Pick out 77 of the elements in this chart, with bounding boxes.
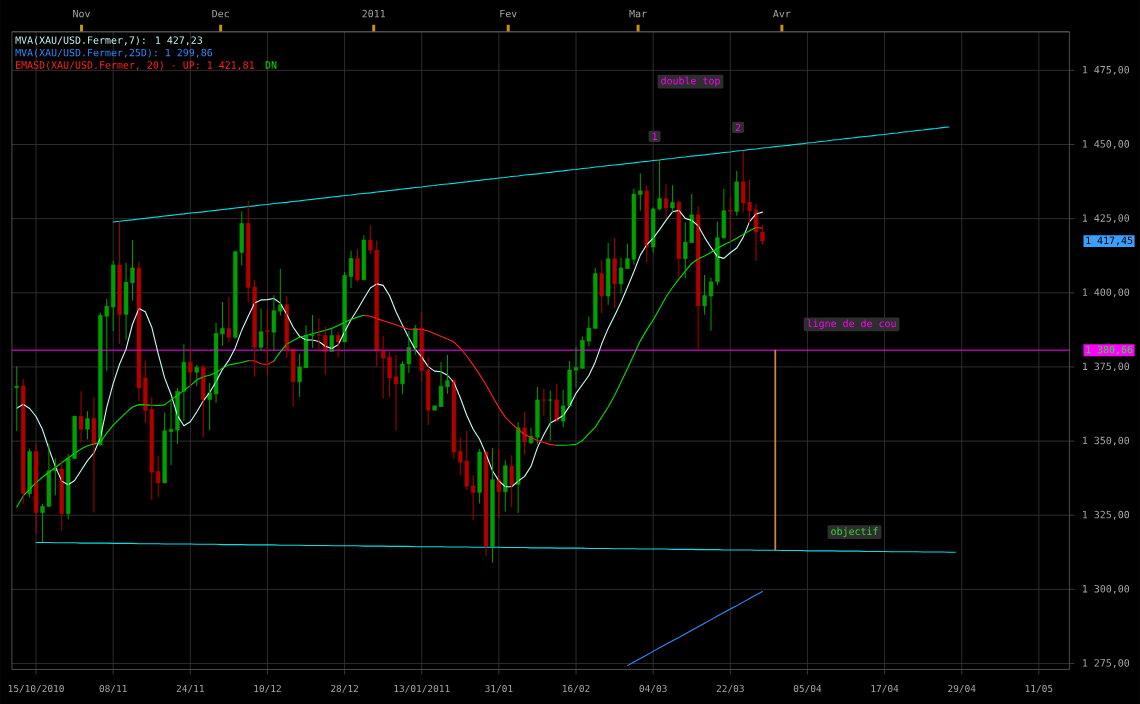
x-tick-label: 05/04 [793,684,822,693]
candlestick [670,184,675,213]
annotation: objectif [831,527,878,537]
x-tick-label: 04/03 [639,684,667,693]
candlestick [117,220,122,345]
candlestick [111,260,116,332]
candlestick [21,378,26,505]
candlestick [477,448,482,504]
y-tick-label: 1 400,00 [1083,288,1130,298]
candlestick [265,307,270,376]
candlestick [258,307,264,352]
x-tick-label: 16/02 [562,684,590,693]
x-tick-label: 28/12 [331,684,359,693]
y-tick-label: 1 325,00 [1083,510,1130,520]
y-tick-label: 1 350,00 [1083,436,1130,446]
candlestick [470,474,476,521]
candlestick [291,347,296,408]
candlestick [548,390,553,441]
x-tick-label: 08/11 [99,684,127,693]
candlestick [644,185,649,263]
x-tick-label: 13/01/2011 [394,684,450,693]
candlestick [663,183,669,220]
candlestick [599,259,604,314]
candlestick [156,454,161,498]
candlestick [188,347,193,389]
candlestick [85,410,90,440]
x-tick-label: 10/12 [254,684,281,693]
candlestick [509,454,514,508]
y-tick-label: 1 300,00 [1083,584,1130,594]
x-tick-label: 24/11 [176,684,204,693]
candlestick [728,196,733,243]
candlestick [541,387,547,416]
candlestick [554,382,559,422]
y-tick-label: 1 425,00 [1083,214,1130,223]
y-tick-label: 1 375,00 [1083,362,1130,372]
annotation: ligne de de cou [807,319,896,330]
candlestick [40,503,45,543]
x-tick-label: 15/10/2010 [8,684,64,693]
text: 1 417,45 [1086,236,1133,246]
text: DN [265,61,277,69]
annotation: 1 [652,132,657,140]
x-tick-label: 17/04 [871,684,899,693]
x2-tick-label: Dec [212,9,229,18]
x2-tick-label: Avr [773,9,791,18]
candlestick [490,447,495,564]
candlestick [33,442,39,534]
candlestick [638,172,643,212]
x2-tick-label: 2011 [362,9,386,18]
candlestick [425,356,431,426]
text: EMASD(XAU/USD.Fermer, 20) - UP: 1 421,81 [16,60,254,70]
x-tick-label: 22/03 [716,684,744,693]
candlestick [612,237,617,309]
candlestick [593,267,598,330]
x2-tick-label: Fev [500,9,517,18]
candlestick [336,331,341,358]
candlestick [483,449,489,557]
candlestick [605,242,611,306]
candlestick [316,317,322,352]
text: MVA(XAU/USD.Fermer,7): 1 427,23 [15,36,203,46]
candlestick [278,268,283,316]
annotation: double top [661,76,720,87]
x-tick-label: 11/05 [1025,684,1053,693]
y-tick-label: 1 475,00 [1083,65,1130,75]
y-tick-label: 1 275,00 [1083,659,1130,668]
y-tick-label: 1 450,00 [1083,139,1130,149]
x2-tick-label: Nov [73,9,91,18]
candlestick [78,390,84,443]
candlestick [355,248,360,282]
text: MVA(XAU/USD.Fermer,25D): 1 299,86 [15,48,213,58]
ref-line-label: 1 380,66 [1086,345,1133,355]
x-tick-label: 29/04 [948,684,976,693]
annotation: 2 [735,123,741,131]
x-tick-label: 31/01 [485,684,513,693]
candlestick [734,170,739,217]
candlestick [14,365,19,432]
candlestick [194,364,199,387]
x2-tick-label: Mar [629,9,647,18]
